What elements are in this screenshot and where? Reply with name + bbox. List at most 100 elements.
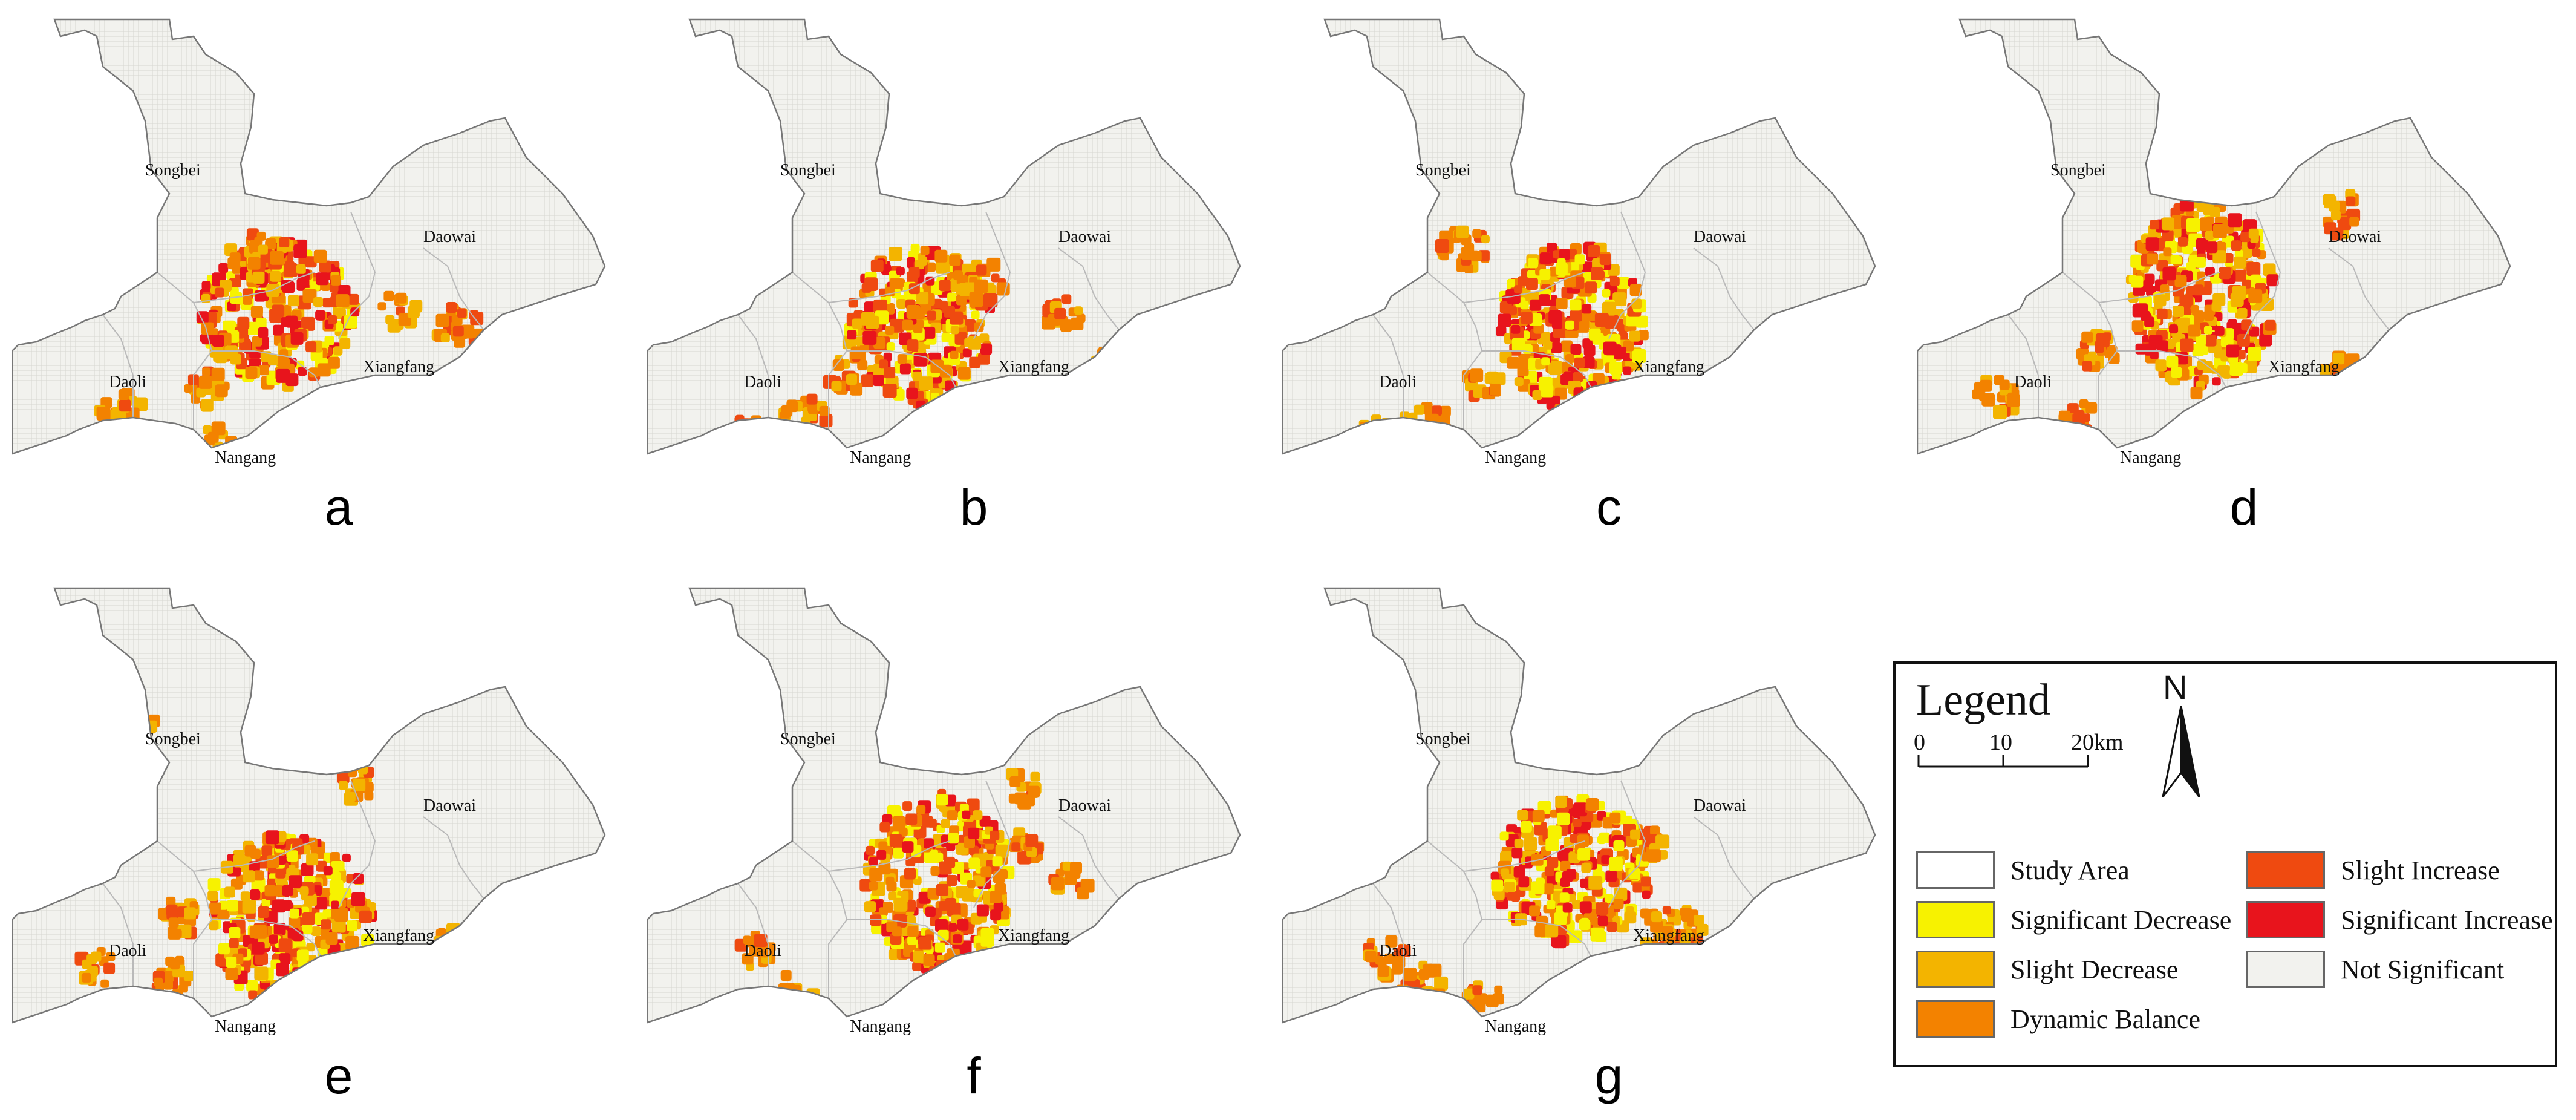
hotspot-cell <box>1579 261 1594 276</box>
hotspot-cell <box>1573 802 1588 817</box>
hotspot-cell <box>329 283 339 293</box>
hotspot-cell <box>754 934 768 948</box>
hotspot-cell <box>327 356 340 369</box>
hotspot-cell <box>1718 379 1731 391</box>
hotspot-layer <box>1972 189 2361 449</box>
hotspot-cell <box>339 338 351 349</box>
hotspot-cell <box>1551 342 1562 353</box>
hotspot-cell <box>162 971 174 983</box>
hotspot-cell <box>1548 415 1559 426</box>
hotspot-cell <box>2205 418 2216 429</box>
hotspot-cell <box>253 870 264 881</box>
hotspot-cell <box>1724 383 1738 398</box>
hotspot-cell <box>276 356 287 367</box>
hotspot-cell <box>166 904 178 916</box>
hotspot-cell <box>184 907 196 920</box>
hotspot-cell <box>331 871 341 882</box>
map-panel-f: Songbei Daowai Daoli Xiangfang Nangang f <box>647 581 1252 1104</box>
hotspot-cell <box>745 419 759 434</box>
district-label-songbei: Songbei <box>780 730 836 748</box>
hotspot-cell <box>1518 353 1530 365</box>
hotspot-cell <box>363 782 374 793</box>
hotspot-cell <box>969 356 981 368</box>
hotspot-cell <box>1640 876 1651 887</box>
hotspot-cell <box>305 995 317 1007</box>
hotspot-cell <box>296 949 309 962</box>
hotspot-cell <box>1609 277 1620 287</box>
hotspot-cell <box>1475 1001 1486 1013</box>
hotspot-cell <box>1593 393 1602 402</box>
hotspot-cell <box>1534 925 1548 938</box>
hotspot-cell <box>1554 912 1567 925</box>
hotspot-cell <box>1525 278 1538 290</box>
hotspot-cell <box>2170 255 2180 264</box>
hotspot-cell <box>1111 356 1124 369</box>
hotspot-cell <box>927 888 939 900</box>
hotspot-cell <box>2150 220 2160 230</box>
hotspot-cell <box>1721 372 1733 385</box>
hotspot-cell <box>105 422 116 433</box>
hotspot-cell <box>82 959 92 969</box>
district-label-nangang: Nangang <box>1485 1017 1546 1036</box>
hotspot-cell <box>2215 432 2224 441</box>
hotspot-cell <box>968 857 980 869</box>
hotspot-cell <box>112 426 124 437</box>
hotspot-cell <box>819 405 830 416</box>
hotspot-cell <box>269 309 284 323</box>
hotspot-cell <box>907 271 918 283</box>
hotspot-cell <box>1588 245 1600 257</box>
hotspot-cell <box>896 267 905 275</box>
hotspot-cell <box>950 350 959 359</box>
hotspot-cell <box>950 311 964 325</box>
legend-swatch <box>1916 901 1995 938</box>
hotspot-cell <box>922 283 934 294</box>
hotspot-cell <box>350 307 360 317</box>
hotspot-cell <box>747 746 758 758</box>
hotspot-cell <box>1553 329 1562 338</box>
hotspot-cell <box>990 891 1002 903</box>
hotspot-cell <box>907 935 917 945</box>
hotspot-cell <box>2081 413 2090 422</box>
hotspot-cell <box>1724 393 1738 407</box>
hotspot-cell <box>793 1006 806 1018</box>
district-boundary <box>1482 350 1591 388</box>
hotspot-cell <box>1738 362 1748 373</box>
hotspot-cell <box>968 336 982 350</box>
hotspot-cell <box>272 899 285 913</box>
hotspot-cell <box>1606 922 1617 932</box>
hotspot-cell <box>355 950 367 962</box>
hotspot-cell <box>296 264 306 274</box>
hotspot-cell <box>2228 319 2237 329</box>
hotspot-cell <box>243 295 253 305</box>
hotspot-cell <box>306 966 318 978</box>
district-boundary <box>1427 840 1483 998</box>
hotspot-cell <box>1117 372 1131 385</box>
hotspot-cell <box>1403 968 1417 981</box>
hotspot-cell <box>1023 794 1035 807</box>
hotspot-cell <box>1591 267 1603 280</box>
hotspot-cell <box>948 923 957 932</box>
hotspot-cell <box>1524 837 1537 851</box>
hotspot-cell <box>1678 948 1691 960</box>
hotspot-cell <box>1993 405 2007 419</box>
hotspot-cell <box>2211 301 2222 312</box>
hotspot-cell <box>117 720 131 733</box>
hotspot-cell <box>106 952 116 961</box>
hotspot-cell <box>1429 993 1439 1003</box>
hotspot-cell <box>1532 810 1545 822</box>
hotspot-cell <box>1740 381 1750 391</box>
hotspot-cell <box>780 992 789 1002</box>
hotspot-cell <box>787 400 797 410</box>
hotspot-cell <box>183 971 194 981</box>
hotspot-cell <box>289 917 301 928</box>
district-label-nangang: Nangang <box>1485 448 1546 467</box>
hotspot-cell <box>1545 838 1559 851</box>
hotspot-cell <box>1734 393 1745 404</box>
hotspot-cell <box>2156 308 2168 319</box>
hotspot-cell <box>2177 317 2190 330</box>
hotspot-cell <box>119 399 131 412</box>
hotspot-cell <box>2246 262 2261 276</box>
district-label-daoli: Daoli <box>2014 373 2052 391</box>
hotspot-cell <box>314 989 326 1001</box>
hotspot-cell <box>347 920 357 932</box>
